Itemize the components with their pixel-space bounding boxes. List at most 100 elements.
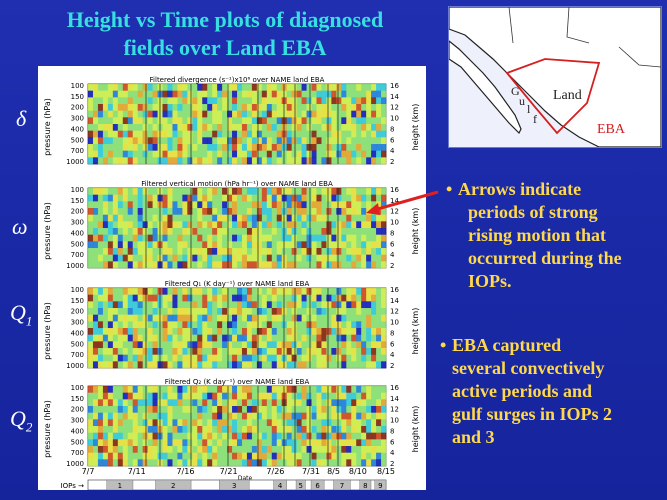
eba-label: EBA xyxy=(597,122,626,137)
title-line-1: Height vs Time plots of diagnosed xyxy=(66,7,384,32)
height-tick-label: 6 xyxy=(390,340,395,348)
height-tick-label: 14 xyxy=(390,93,399,101)
iop-label: 1 xyxy=(118,482,122,490)
height-tick-label: 12 xyxy=(390,406,399,414)
pressure-tick-label: 1000 xyxy=(66,362,84,370)
height-tick-label: 8 xyxy=(390,229,394,237)
pressure-axis-label: pressure (hPa) xyxy=(43,400,52,458)
height-axis-label: height (km) xyxy=(411,308,420,355)
iop-label: 5 xyxy=(298,482,302,490)
height-tick-label: 10 xyxy=(390,417,399,425)
red-arrow xyxy=(366,190,439,215)
panel-3: Filtered Q₁ (K day⁻¹) over NAME land EBA… xyxy=(43,280,420,370)
iops-label: IOPs → xyxy=(61,482,85,490)
eba-polygon xyxy=(505,58,601,135)
iop-label: 7 xyxy=(340,482,344,490)
iop-label: 4 xyxy=(278,482,283,490)
pressure-tick-label: 500 xyxy=(71,136,84,144)
panel-1: Filtered divergence (s⁻¹)x10⁶ over NAME … xyxy=(43,76,420,166)
iop-label: 3 xyxy=(232,482,236,490)
panel-title-2: Filtered vertical motion (hPa hr⁻¹) over… xyxy=(141,180,333,188)
slide-title: Height vs Time plots of diagnosed fields… xyxy=(10,6,440,62)
pressure-tick-label: 300 xyxy=(71,319,84,327)
pressure-tick-label: 500 xyxy=(71,240,84,248)
date-tick-label: 7/7 xyxy=(82,467,95,476)
pressure-axis-label: pressure (hPa) xyxy=(43,202,52,260)
pressure-tick-label: 700 xyxy=(71,147,84,155)
row-label-q2: Q2 xyxy=(10,406,33,435)
height-axis-label: height (km) xyxy=(411,208,420,255)
gulf-f-label: f xyxy=(533,112,537,126)
height-tick-label: 2 xyxy=(390,158,394,166)
date-tick-label: 7/11 xyxy=(128,467,146,476)
date-tick-label: 7/16 xyxy=(176,467,194,476)
pressure-tick-label: 200 xyxy=(71,308,84,316)
row-label-delta: δ xyxy=(16,106,27,131)
pressure-tick-label: 300 xyxy=(71,417,84,425)
pressure-tick-label: 500 xyxy=(71,340,84,348)
title-line-2: fields over Land EBA xyxy=(123,35,327,60)
bullet-1: • Arrows indicate periods of strong risi… xyxy=(446,179,622,291)
pressure-tick-label: 200 xyxy=(71,406,84,414)
pressure-tick-label: 700 xyxy=(71,351,84,359)
height-tick-label: 14 xyxy=(390,297,399,305)
height-axis-label: height (km) xyxy=(411,104,420,151)
iop-label: 9 xyxy=(378,482,382,490)
row-label-q1: Q1 xyxy=(10,300,33,329)
pressure-tick-label: 200 xyxy=(71,104,84,112)
pressure-tick-label: 400 xyxy=(71,427,84,435)
gulf-g-label: G xyxy=(511,84,520,98)
date-axis-label: Date xyxy=(238,475,253,482)
date-tick-label: 7/26 xyxy=(266,467,284,476)
pressure-tick-label: 100 xyxy=(71,286,84,294)
height-tick-label: 2 xyxy=(390,362,394,370)
height-tick-label: 8 xyxy=(390,125,394,133)
pressure-tick-label: 100 xyxy=(71,186,84,194)
bullet-2: • EBA captured several convectively acti… xyxy=(440,335,613,447)
panel-title-4: Filtered Q₂ (K day⁻¹) over NAME land EBA xyxy=(165,378,310,386)
pressure-tick-label: 150 xyxy=(71,93,84,101)
map-svg: G u l f Land EBA xyxy=(448,6,662,148)
pressure-tick-label: 1000 xyxy=(66,262,84,270)
pressure-tick-label: 200 xyxy=(71,208,84,216)
pressure-tick-label: 400 xyxy=(71,125,84,133)
height-tick-label: 10 xyxy=(390,219,399,227)
date-tick-label: 8/5 xyxy=(327,467,340,476)
pressure-tick-label: 700 xyxy=(71,251,84,259)
pressure-tick-label: 300 xyxy=(71,115,84,123)
date-tick-label: 7/31 xyxy=(302,467,320,476)
pressure-tick-label: 1000 xyxy=(66,158,84,166)
height-tick-label: 8 xyxy=(390,427,394,435)
pressure-axis-label: pressure (hPa) xyxy=(43,98,52,156)
gulf-u-label: u xyxy=(519,94,525,108)
pressure-tick-label: 400 xyxy=(71,229,84,237)
row-label-omega: ω xyxy=(12,214,28,239)
height-tick-label: 14 xyxy=(390,197,399,205)
height-tick-label: 4 xyxy=(390,351,395,359)
height-tick-label: 12 xyxy=(390,104,399,112)
land-label: Land xyxy=(553,88,582,103)
iop-label: 6 xyxy=(315,482,320,490)
map-inset: G u l f Land EBA xyxy=(448,6,662,148)
pressure-tick-label: 150 xyxy=(71,297,84,305)
height-tick-label: 10 xyxy=(390,319,399,327)
date-tick-label: 8/10 xyxy=(349,467,367,476)
panel-title-1: Filtered divergence (s⁻¹)x10⁶ over NAME … xyxy=(150,76,325,84)
height-tick-label: 14 xyxy=(390,395,399,403)
height-tick-label: 10 xyxy=(390,115,399,123)
height-tick-label: 6 xyxy=(390,438,395,446)
height-tick-label: 4 xyxy=(390,251,395,259)
height-tick-label: 6 xyxy=(390,136,395,144)
height-tick-label: 2 xyxy=(390,460,394,468)
height-tick-label: 2 xyxy=(390,262,394,270)
pressure-tick-label: 300 xyxy=(71,219,84,227)
panel-4: Filtered Q₂ (K day⁻¹) over NAME land EBA… xyxy=(43,378,420,468)
pressure-axis-label: pressure (hPa) xyxy=(43,302,52,360)
peninsula-shape xyxy=(448,39,522,135)
pressure-tick-label: 700 xyxy=(71,449,84,457)
height-time-figure: Filtered divergence (s⁻¹)x10⁶ over NAME … xyxy=(38,66,426,491)
height-tick-label: 4 xyxy=(390,147,395,155)
date-tick-label: 7/21 xyxy=(220,467,238,476)
height-tick-label: 4 xyxy=(390,449,395,457)
date-tick-label: 8/15 xyxy=(377,467,395,476)
